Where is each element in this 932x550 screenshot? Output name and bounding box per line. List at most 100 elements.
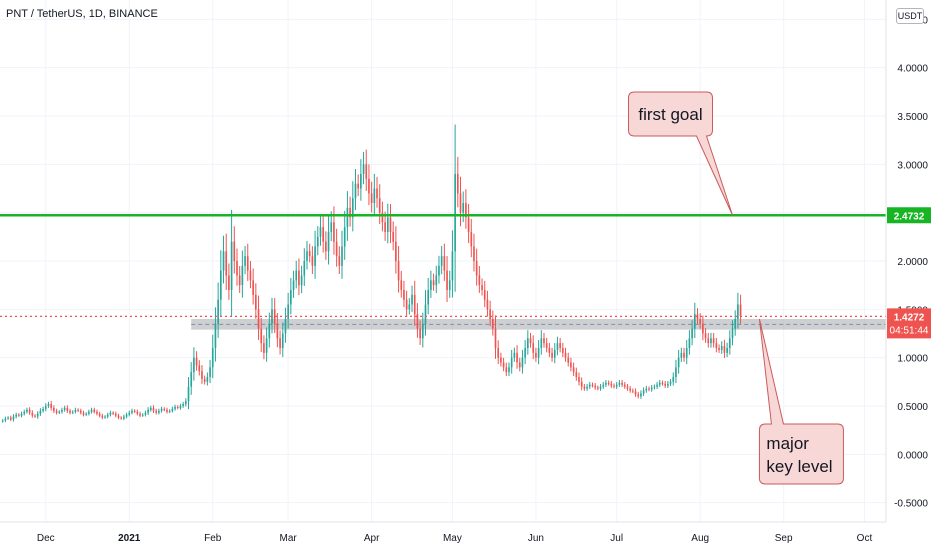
- candle-body: [454, 174, 456, 252]
- price-tick-label: 3.0000: [897, 160, 928, 171]
- candle-body: [368, 178, 370, 194]
- time-tick-label: 2021: [118, 533, 141, 544]
- candle: [386, 203, 389, 244]
- candle: [136, 409, 139, 416]
- candle: [190, 362, 193, 395]
- candle: [677, 349, 680, 374]
- candle-body: [284, 319, 287, 334]
- candle-body: [66, 407, 69, 411]
- candle-body: [389, 217, 392, 232]
- candle-body: [483, 290, 486, 300]
- goal-line-layer[interactable]: [0, 214, 886, 317]
- candle: [658, 379, 661, 388]
- candle-body: [734, 319, 737, 329]
- candle: [362, 151, 365, 185]
- time-axis[interactable]: Dec 2021 Feb Mar Apr May Jun Jul Aug Sep Oct: [0, 521, 932, 550]
- candle-body: [98, 413, 101, 416]
- candle-body: [93, 409, 96, 412]
- candle-body: [516, 352, 518, 363]
- candle: [281, 322, 284, 357]
- candle-body: [618, 382, 621, 385]
- candle-body: [688, 338, 691, 348]
- candle-body: [481, 285, 483, 290]
- candle-body: [88, 411, 90, 414]
- candle: [548, 342, 551, 358]
- support-zone: [191, 319, 887, 330]
- callout-key-level-label: major: [766, 434, 809, 453]
- candle: [629, 385, 631, 393]
- candle: [392, 221, 395, 251]
- candle-body: [300, 275, 303, 286]
- annotations[interactable]: first goal major key level: [627, 91, 844, 485]
- candle-body: [459, 193, 462, 213]
- candle: [626, 383, 629, 391]
- goal-price-label: 2.4732: [894, 211, 925, 222]
- candle-body: [63, 407, 66, 410]
- candle: [133, 409, 136, 414]
- candle: [79, 408, 82, 415]
- candle-body: [241, 265, 244, 286]
- candle-body: [335, 241, 338, 257]
- candle: [723, 339, 726, 358]
- candle-body: [343, 227, 346, 247]
- candle-body: [36, 413, 39, 417]
- candle: [34, 414, 36, 418]
- callout-key-level[interactable]: [758, 318, 844, 485]
- candle-body: [494, 328, 497, 348]
- time-tick-label: Feb: [204, 533, 222, 544]
- candle: [478, 265, 481, 293]
- candle-body: [378, 198, 381, 213]
- candle-body: [578, 377, 580, 382]
- support-zone-rect[interactable]: [191, 319, 887, 330]
- candle-body: [179, 406, 182, 408]
- candle-body: [123, 416, 125, 419]
- candle: [378, 184, 381, 225]
- candle-body: [543, 338, 545, 344]
- candle-body: [427, 290, 430, 305]
- candle: [42, 406, 44, 413]
- candle-body: [15, 414, 17, 417]
- time-tick-label: Sep: [775, 533, 793, 544]
- candle-body: [707, 338, 710, 344]
- last-price-tag[interactable]: [887, 308, 931, 339]
- candle-body: [607, 382, 610, 384]
- candle-body: [548, 348, 551, 353]
- candle: [306, 240, 308, 270]
- last-price-label: 1.4272: [894, 312, 925, 323]
- candle: [637, 391, 640, 399]
- candle: [497, 340, 500, 364]
- candle: [265, 327, 268, 362]
- candle: [246, 243, 249, 281]
- candle-body: [408, 304, 411, 310]
- candle: [421, 312, 424, 348]
- currency-button[interactable]: USDT: [896, 8, 924, 24]
- candle-body: [114, 413, 117, 416]
- candle: [209, 359, 211, 384]
- candle-body: [28, 409, 31, 413]
- goal-price-tag[interactable]: [887, 207, 931, 224]
- price-tick-label: -0.5000: [894, 499, 928, 510]
- price-axis[interactable]: 4.50004.00003.50003.00002.50002.00001.50…: [885, 0, 932, 550]
- candle-body: [473, 246, 475, 261]
- candle: [44, 403, 47, 412]
- callout-first-goal[interactable]: [627, 91, 733, 216]
- callout-key-level-label: key level: [766, 457, 832, 476]
- candle: [357, 174, 360, 197]
- candle: [327, 215, 330, 265]
- candle: [214, 307, 217, 362]
- candle-body: [411, 294, 413, 305]
- candle: [263, 335, 265, 360]
- price-tick-label: 1.0000: [897, 354, 928, 365]
- price-axis-bg: [886, 0, 932, 550]
- candle: [535, 347, 537, 362]
- time-tick-label: Dec: [37, 533, 55, 544]
- candle-body: [362, 164, 365, 174]
- candle-body: [489, 309, 491, 319]
- candle: [233, 226, 236, 274]
- candle-body: [346, 207, 349, 228]
- candle: [395, 226, 397, 274]
- candle: [650, 384, 653, 392]
- candle: [734, 310, 737, 336]
- candle: [187, 377, 190, 410]
